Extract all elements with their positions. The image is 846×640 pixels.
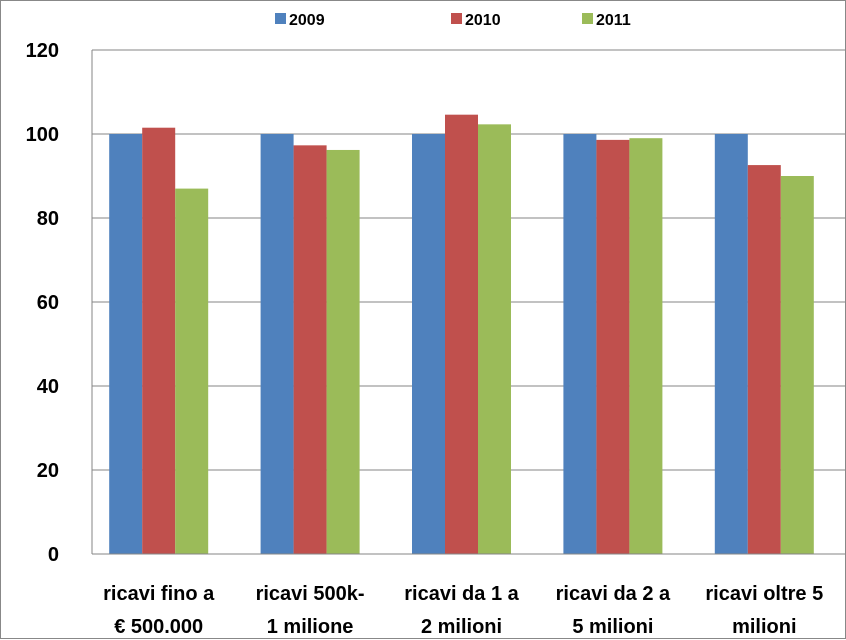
x-category-label: 2 milioni xyxy=(421,616,502,638)
x-category-label: milioni xyxy=(732,616,796,638)
legend-label-2011: 2011 xyxy=(596,12,631,29)
bar-2011-1 xyxy=(326,149,360,554)
x-category-label: 1 milione xyxy=(267,616,354,638)
bar-2009-2 xyxy=(412,134,445,554)
y-tick-label: 80 xyxy=(37,208,59,230)
legend-swatch-2009 xyxy=(275,13,286,24)
y-tick-label: 0 xyxy=(48,544,59,566)
x-category-label: ricavi fino a xyxy=(103,583,215,605)
bar-2011-3 xyxy=(629,138,663,554)
bar-2010-0 xyxy=(142,127,176,554)
x-category-label: ricavi oltre 5 xyxy=(705,583,823,605)
y-tick-label: 60 xyxy=(37,292,59,314)
legend-label-2009: 2009 xyxy=(289,12,325,29)
y-tick-label: 40 xyxy=(37,376,59,398)
x-category-label: 5 milioni xyxy=(572,616,653,638)
bar-2010-3 xyxy=(596,139,630,554)
y-tick-label: 20 xyxy=(37,460,59,482)
bar-2009-4 xyxy=(714,134,748,554)
y-tick-label: 120 xyxy=(26,40,59,62)
bar-2009-3 xyxy=(563,134,597,554)
bar-2011-4 xyxy=(780,176,814,554)
y-tick-label: 100 xyxy=(26,124,59,146)
x-category-label: ricavi da 2 a xyxy=(556,583,671,605)
bar-2010-2 xyxy=(445,114,478,555)
legend-label-2010: 2010 xyxy=(465,12,501,29)
bar-2011-2 xyxy=(478,124,511,554)
bar-2009-1 xyxy=(260,134,294,554)
bar-2010-1 xyxy=(293,145,327,554)
bar-2010-4 xyxy=(747,165,781,554)
bar-2009-0 xyxy=(109,134,143,554)
bar-2011-0 xyxy=(175,188,209,554)
x-category-label: ricavi da 1 a xyxy=(404,583,519,605)
bars xyxy=(109,114,814,555)
legend-swatch-2011 xyxy=(582,13,593,24)
x-category-label: ricavi 500k- xyxy=(256,583,365,605)
axes: 0 20 40 60 80 100 120 ricavi fino a € 500.000 ric… xyxy=(26,40,846,638)
x-category-label: € 500.000 xyxy=(114,616,203,638)
legend: 2009 2010 2011 xyxy=(275,12,631,29)
legend-swatch-2010 xyxy=(451,13,462,24)
